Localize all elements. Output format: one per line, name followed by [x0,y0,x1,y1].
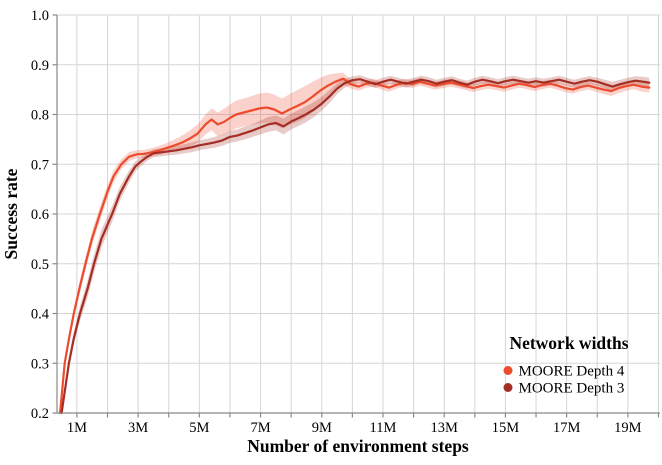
legend-marker-icon [503,383,513,392]
y-tick-label: 0.8 [31,108,49,124]
axes [52,14,660,418]
y-tick-label: 0.5 [31,257,49,273]
legend-item-label: MOORE Depth 3 [519,381,625,397]
x-tick-label: 19M [614,420,642,436]
x-axis-title: Number of environment steps [247,436,469,456]
y-tick-label: 0.9 [31,58,49,74]
series-line-1 [60,78,651,415]
x-tick-label: 3M [128,420,148,436]
tick-labels: 1M 3M 5M 7M 9M 11M 13M 15M 17M 19M 0.2 0.3 0.4 0.5 0.6… [31,8,642,436]
x-tick-label: 5M [189,420,209,436]
series-lines [59,77,651,415]
y-tick-label: 1.0 [31,8,49,24]
y-tick-label: 0.2 [31,406,49,422]
legend-marker-icon [503,366,513,375]
series-line-0 [59,77,651,415]
legend-item-moore-depth-4[interactable]: MOORE Depth 4 [503,364,625,380]
legend-title: Network widths [509,333,628,353]
x-tick-label: 13M [431,420,459,436]
y-tick-label: 0.4 [31,307,50,323]
x-tick-label: 7M [250,420,270,436]
y-tick-label: 0.6 [31,207,49,223]
gridlines [57,14,660,414]
legend: Network widths MOORE Depth 4 MOORE Depth… [503,333,629,397]
y-axis-title: Success rate [1,168,21,259]
y-tick-label: 0.7 [31,157,49,173]
y-tick-label: 0.3 [31,356,49,372]
x-tick-label: 15M [492,420,520,436]
x-tick-label: 1M [67,420,87,436]
x-tick-label: 17M [553,420,581,436]
legend-item-moore-depth-3[interactable]: MOORE Depth 3 [503,381,625,397]
x-tick-label: 9M [312,420,332,436]
legend-item-label: MOORE Depth 4 [519,364,625,380]
x-tick-label: 11M [370,420,397,436]
